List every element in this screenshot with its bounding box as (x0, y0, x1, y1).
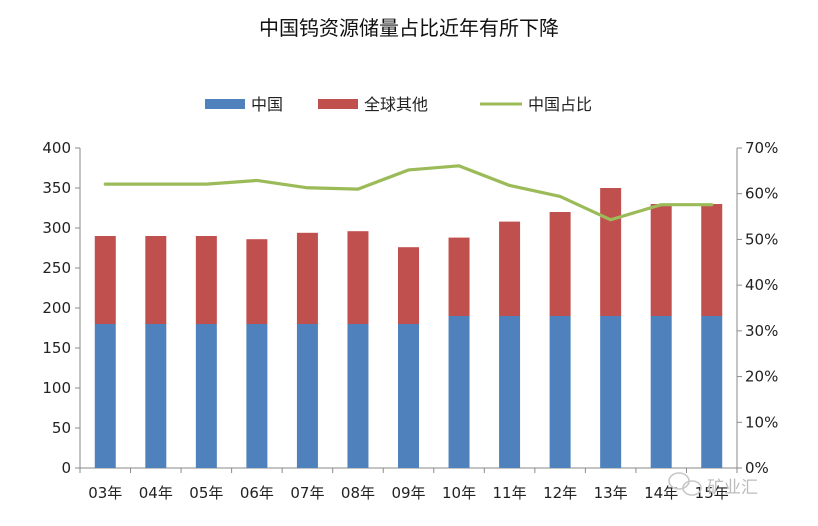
bar-others (448, 237, 470, 316)
x-tick-label: 10年 (442, 484, 476, 502)
bar-others (94, 236, 116, 324)
y-right-tick-label: 60% (745, 185, 778, 203)
bar-china (549, 316, 571, 468)
bar-others (347, 231, 369, 324)
y-left-tick-label: 250 (42, 259, 71, 277)
y-right-tick-label: 0% (745, 459, 769, 477)
y-right-tick-label: 20% (745, 368, 778, 386)
bar-china (499, 316, 521, 468)
legend: 中国 全球其他 中国占比 (205, 95, 592, 114)
bar-china (600, 316, 622, 468)
x-tick-label: 11年 (493, 484, 527, 502)
bar-others (398, 247, 419, 324)
y-right-tick-label: 10% (745, 413, 778, 431)
x-tick-label: 13年 (594, 484, 628, 502)
bar-china (701, 316, 723, 468)
y-left-tick-label: 300 (42, 219, 71, 237)
x-tick-label: 14年 (644, 484, 678, 502)
bar-others (549, 212, 571, 316)
bar-others (499, 221, 521, 316)
bar-china (94, 324, 116, 468)
bar-others (600, 188, 622, 316)
x-tick-label: 12年 (543, 484, 577, 502)
bar-china (296, 324, 318, 468)
x-tick-label: 04年 (139, 484, 173, 502)
y-left-tick-label: 100 (42, 379, 71, 397)
x-tick-label: 08年 (341, 484, 375, 502)
watermark: 矿业汇 (668, 472, 758, 498)
bar-others (296, 232, 318, 324)
watermark-text: 矿业汇 (707, 478, 758, 498)
legend-label-china: 中国 (251, 95, 283, 114)
y-left-tick-label: 50 (52, 419, 71, 437)
x-tick-label: 15年 (695, 484, 729, 502)
y-right-tick-label: 40% (745, 276, 778, 294)
y-right-tick-label: 70% (745, 139, 778, 157)
share-line-layer (103, 164, 714, 222)
bar-others (145, 236, 167, 324)
bar-china (347, 324, 369, 468)
bar-china (145, 324, 167, 468)
bars (94, 188, 723, 468)
bar-others (246, 239, 268, 324)
wechat-icon (668, 472, 702, 496)
x-tick-label: 09年 (391, 484, 425, 502)
bar-others (701, 204, 723, 316)
chart-title: 中国钨资源储量占比近年有所下降 (259, 16, 559, 40)
y-left-tick-label: 150 (42, 339, 71, 357)
bar-china (246, 324, 268, 468)
bar-china (195, 324, 217, 468)
legend-label-others: 全球其他 (364, 95, 428, 114)
y-left-tick-label: 0 (61, 459, 71, 477)
legend-swatch-others (318, 99, 358, 109)
x-tick-label: 05年 (189, 484, 223, 502)
x-tick-label: 06年 (240, 484, 274, 502)
bar-china (650, 316, 672, 468)
bar-others (650, 204, 672, 316)
y-left-tick-label: 200 (42, 299, 71, 317)
axes: 0 50 100 150 200 250 300 350 400 0% 10% 20% 30% 40% 50… (42, 139, 778, 502)
x-tick-label: 07年 (290, 484, 324, 502)
y-right-tick-label: 50% (745, 230, 778, 248)
bar-china (398, 324, 419, 468)
legend-label-share: 中国占比 (528, 95, 592, 114)
y-right-tick-label: 30% (745, 322, 778, 340)
x-tick-label: 03年 (88, 484, 122, 502)
y-left-tick-label: 350 (42, 179, 71, 197)
y-left-tick-label: 400 (42, 139, 71, 157)
legend-swatch-china (205, 99, 245, 109)
bar-others (195, 236, 217, 324)
bar-china (448, 316, 470, 468)
